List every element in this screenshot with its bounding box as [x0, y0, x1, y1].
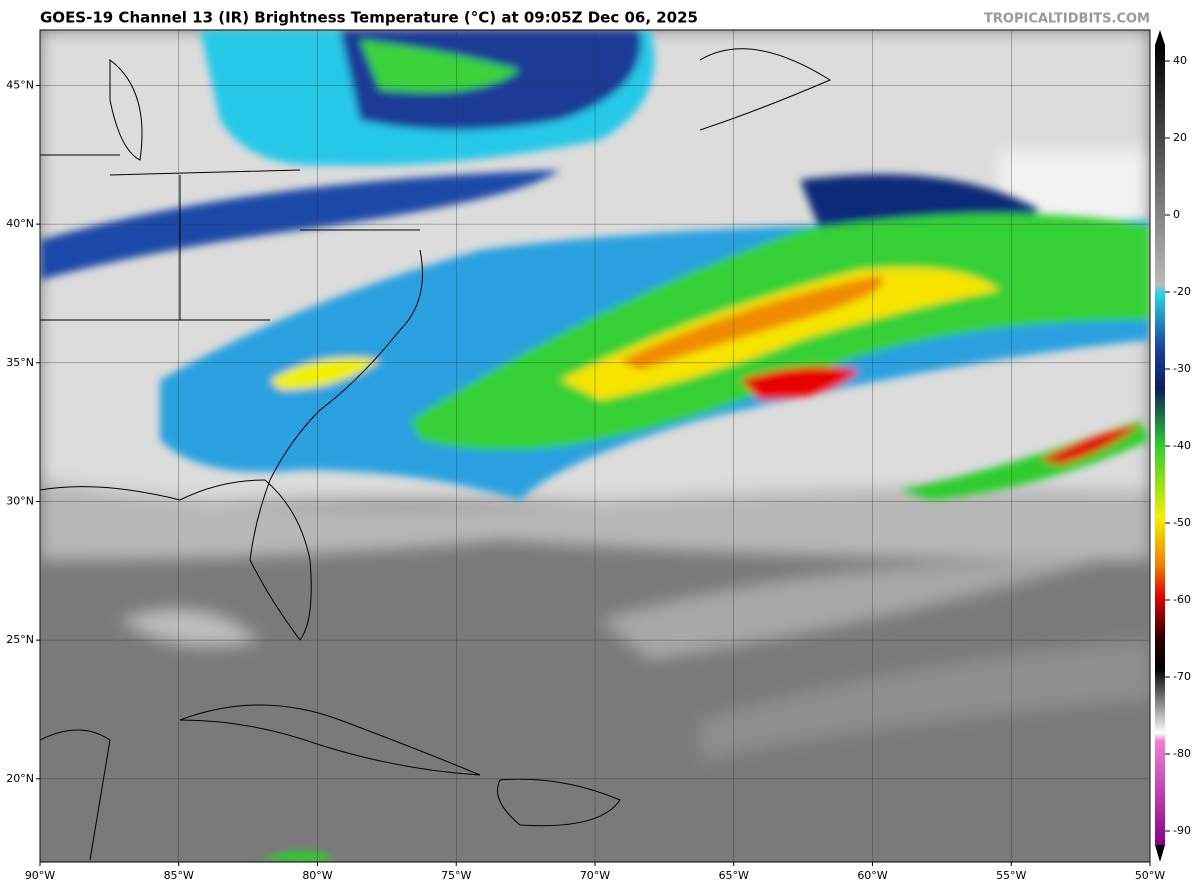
- colorbar-tick-label: -20: [1173, 285, 1191, 298]
- colorbar-tick-label: 40: [1173, 54, 1187, 67]
- x-tick-label: 50°W: [1135, 869, 1165, 882]
- x-tick-label: 85°W: [164, 869, 194, 882]
- x-tick-label: 55°W: [996, 869, 1026, 882]
- x-tick-label: 90°W: [25, 869, 55, 882]
- x-tick-label: 70°W: [580, 869, 610, 882]
- colorbar: [1155, 45, 1165, 845]
- x-tick-label: 60°W: [857, 869, 887, 882]
- y-tick-label: 35°N: [6, 356, 34, 369]
- y-tick-label: 45°N: [6, 78, 34, 91]
- colorbar-tick-label: -70: [1173, 670, 1191, 683]
- colorbar-tick-label: 20: [1173, 131, 1187, 144]
- y-tick-label: 30°N: [6, 494, 34, 507]
- colorbar-tick-label: -90: [1173, 824, 1191, 837]
- coastlines: [40, 48, 832, 861]
- colorbar-tick-label: -40: [1173, 439, 1191, 452]
- y-tick-label: 25°N: [6, 633, 34, 646]
- y-tick-label: 20°N: [6, 772, 34, 785]
- colorbar-tick-label: -50: [1173, 516, 1191, 529]
- title: GOES-19 Channel 13 (IR) Brightness Tempe…: [40, 9, 698, 27]
- colorbar-tick-label: -60: [1173, 593, 1191, 606]
- x-tick-label: 65°W: [719, 869, 749, 882]
- colorbar-tick-label: -80: [1173, 747, 1191, 760]
- x-tick-label: 75°W: [441, 869, 471, 882]
- colorbar-tick-label: -30: [1173, 362, 1191, 375]
- watermark: TROPICALTIDBITS.COM: [984, 12, 1150, 27]
- y-tick-label: 40°N: [6, 217, 34, 230]
- x-tick-label: 80°W: [302, 869, 332, 882]
- colorbar-tick-label: 0: [1173, 208, 1180, 221]
